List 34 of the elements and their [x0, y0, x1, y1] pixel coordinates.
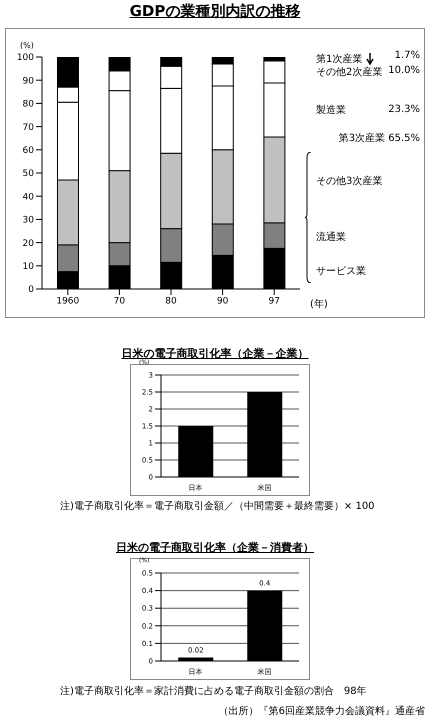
y-tick-label: 30	[22, 216, 34, 226]
chart-title: 日米の電子商取引化率（企業－消費者）	[115, 540, 315, 555]
y-tick-label: 20	[22, 238, 34, 249]
y-tick-label: 60	[22, 146, 34, 156]
text: サービス業	[316, 264, 366, 278]
text: 23.3%	[388, 104, 420, 115]
y-tick-label: 90	[22, 76, 34, 86]
x-axis-title: (年)	[310, 298, 328, 311]
y-tick-label: 40	[22, 192, 34, 202]
text: その他2次産業	[316, 66, 382, 80]
x-tick-label: 97	[268, 296, 280, 306]
y-tick-label: 50	[22, 169, 34, 180]
text: 製造業	[316, 104, 346, 118]
x-tick-label: 80	[165, 296, 177, 306]
y-tick-label: 10	[22, 262, 34, 272]
text: 10.0%	[388, 65, 420, 76]
y-tick-label: 0	[28, 285, 34, 296]
text: その他3次産業	[316, 174, 382, 188]
chart-title: GDPの業種別内訳の推移	[128, 2, 302, 21]
y-axis-title: (%)	[20, 41, 34, 50]
text: 注)電子商取引化率＝家計消費に占める電子商取引金額の割合 98年	[60, 684, 368, 698]
legend-label: 第1次産業	[316, 52, 362, 66]
text: （出所）『第6回産業競争力会議資料』通産省	[218, 704, 425, 718]
x-tick-label: 1960	[56, 296, 80, 306]
chart-title: 日米の電子商取引化率（企業－企業）	[120, 346, 310, 360]
y-tick-label: 100	[16, 53, 34, 64]
y-tick-label: 80	[22, 100, 34, 110]
y-tick-label: 70	[22, 122, 34, 133]
text: 注)電子商取引化率＝電子商取引金額／（中間需要＋最終需要）× 100	[60, 500, 376, 513]
x-tick-label: 70	[114, 296, 126, 306]
x-tick-label: 90	[216, 296, 229, 306]
text: 1.7%	[394, 50, 420, 61]
text: 第3次産業 65.5%	[338, 132, 420, 145]
text: 流通業	[316, 230, 346, 244]
